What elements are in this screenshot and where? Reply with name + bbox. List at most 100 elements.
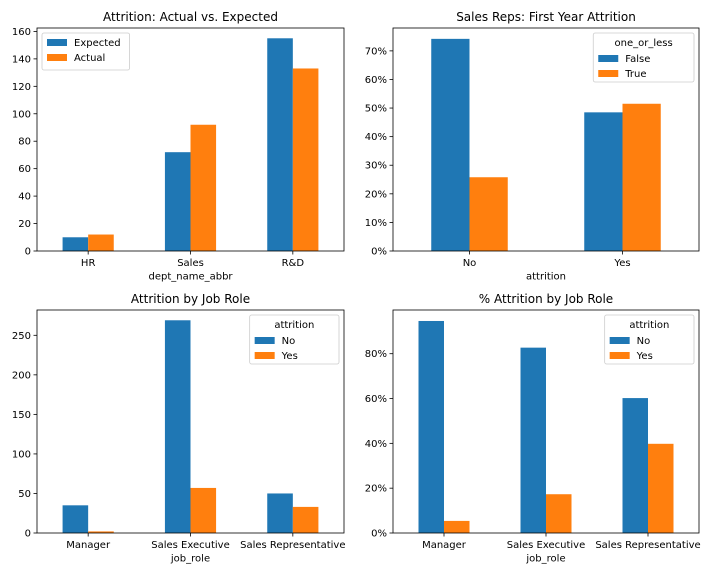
y-tick-label: 150 — [12, 410, 31, 421]
bar-manager-no — [418, 320, 444, 533]
legend-title: attrition — [274, 320, 314, 331]
bar-sales-representative-yes — [648, 443, 674, 533]
bar-no-false — [431, 38, 470, 251]
y-tick-label: 50 — [18, 489, 31, 500]
bar-no-true — [469, 177, 508, 251]
legend-box — [604, 314, 695, 365]
chart-panel-3: 0 50 100 150 200 250 Manager Sales Executive Sal… — [12, 292, 346, 565]
chart-title: % Attrition by Job Role — [479, 292, 613, 306]
chart-panel-2: 0% 10% 20% 30% 40% 50% 60% 70% No Yes attrition Sal… — [365, 10, 700, 283]
chart-panel-4: 0% 20% 40% 60% 80% Manager Sales Executive Sale… — [365, 292, 701, 565]
legend-swatch — [609, 337, 630, 344]
legend-label: Yes — [636, 351, 653, 362]
y-tick-label: 250 — [12, 331, 31, 342]
bar-r-d-expected — [267, 38, 293, 251]
bar-sales-actual — [190, 124, 217, 251]
x-tick-label: No — [463, 258, 477, 269]
x-tick-label: Yes — [613, 258, 630, 269]
bar-manager-yes — [444, 520, 470, 533]
bar-sales-executive-no — [520, 347, 546, 533]
y-tick-label: 20 — [18, 219, 31, 230]
legend-swatch — [254, 352, 275, 359]
x-tick-label: Sales — [177, 258, 204, 269]
x-tick-label: R&D — [282, 258, 305, 269]
bar-r-d-actual — [292, 68, 319, 251]
y-tick-label: 100 — [12, 109, 31, 120]
y-tick-label: 70% — [365, 46, 387, 57]
y-tick-label: 140 — [12, 54, 31, 65]
x-axis-label: job_role — [525, 554, 565, 565]
legend-title: attrition — [629, 320, 669, 331]
chart-panel-1: 0 20 40 60 80 100 120 140 160 HR Sales R&D dept_name… — [12, 10, 345, 283]
legend-label: Yes — [281, 351, 298, 362]
legend-label: False — [625, 54, 650, 65]
legend-label: No — [282, 336, 296, 347]
chart-title: Attrition: Actual vs. Expected — [103, 10, 278, 24]
x-tick-label: HR — [81, 258, 96, 269]
legend-title: one_or_less — [615, 38, 673, 49]
y-tick-label: 30% — [365, 161, 387, 172]
y-tick-label: 20% — [365, 484, 387, 495]
legend-swatch — [609, 352, 630, 359]
axes-frame — [392, 27, 700, 252]
bar-hr-actual — [88, 234, 114, 251]
y-tick-label: 40 — [18, 192, 31, 203]
chart-title: Sales Reps: First Year Attrition — [456, 10, 636, 24]
x-axis-label: job_role — [170, 554, 210, 565]
x-tick-label: Manager — [422, 540, 467, 551]
bar-sales-executive-no — [164, 320, 191, 533]
legend-label: Actual — [74, 53, 105, 64]
legend-box — [249, 314, 340, 365]
y-tick-label: 50% — [365, 104, 387, 115]
chart-title: Attrition by Job Role — [131, 292, 250, 306]
legend-label: True — [624, 69, 646, 80]
bar-sales-executive-yes — [546, 494, 572, 533]
y-tick-label: 200 — [12, 370, 31, 381]
bar-sales-representative-yes — [292, 506, 319, 533]
legend-label: Expected — [74, 38, 121, 49]
x-tick-label: Sales Executive — [151, 540, 229, 551]
y-tick-label: 10% — [365, 218, 387, 229]
legend: Expected Actual — [41, 32, 130, 71]
bar-manager-yes — [88, 531, 114, 533]
bar-sales-representative-no — [622, 398, 648, 533]
legend: attrition No Yes — [604, 314, 695, 365]
y-tick-label: 0 — [25, 247, 31, 258]
bar-manager-no — [62, 505, 89, 533]
y-tick-label: 100 — [12, 449, 31, 460]
y-tick-label: 40% — [365, 439, 387, 450]
legend-label: No — [637, 336, 651, 347]
y-tick-label: 40% — [365, 132, 387, 143]
y-tick-label: 60% — [365, 394, 387, 405]
y-tick-label: 20% — [365, 189, 387, 200]
x-axis-label: dept_name_abbr — [148, 272, 233, 283]
bar-yes-false — [584, 112, 623, 251]
y-tick-label: 160 — [12, 27, 31, 38]
y-tick-label: 0% — [371, 529, 387, 540]
y-tick-label: 60% — [365, 75, 387, 86]
y-tick-label: 80 — [18, 137, 31, 148]
legend-swatch — [598, 55, 619, 62]
x-tick-label: Sales Executive — [507, 540, 585, 551]
legend-swatch — [47, 39, 67, 46]
legend-swatch — [254, 337, 275, 344]
x-tick-label: Manager — [66, 540, 111, 551]
y-tick-label: 60 — [18, 164, 31, 175]
bar-sales-executive-yes — [190, 487, 217, 533]
x-tick-label: Sales Representative — [240, 540, 345, 551]
bar-sales-expected — [164, 152, 191, 251]
bar-yes-true — [622, 103, 661, 251]
y-tick-label: 0 — [25, 529, 31, 540]
y-tick-label: 80% — [365, 349, 387, 360]
x-tick-label: Sales Representative — [595, 540, 700, 551]
legend-swatch — [47, 54, 67, 61]
legend: attrition No Yes — [249, 314, 340, 365]
bar-hr-expected — [62, 237, 89, 251]
bar-sales-representative-no — [267, 493, 293, 533]
x-axis-label: attrition — [526, 272, 566, 283]
y-tick-label: 120 — [12, 82, 31, 93]
legend: one_or_less False True — [592, 32, 695, 83]
y-tick-label: 0% — [371, 247, 387, 258]
legend-box — [592, 32, 695, 83]
